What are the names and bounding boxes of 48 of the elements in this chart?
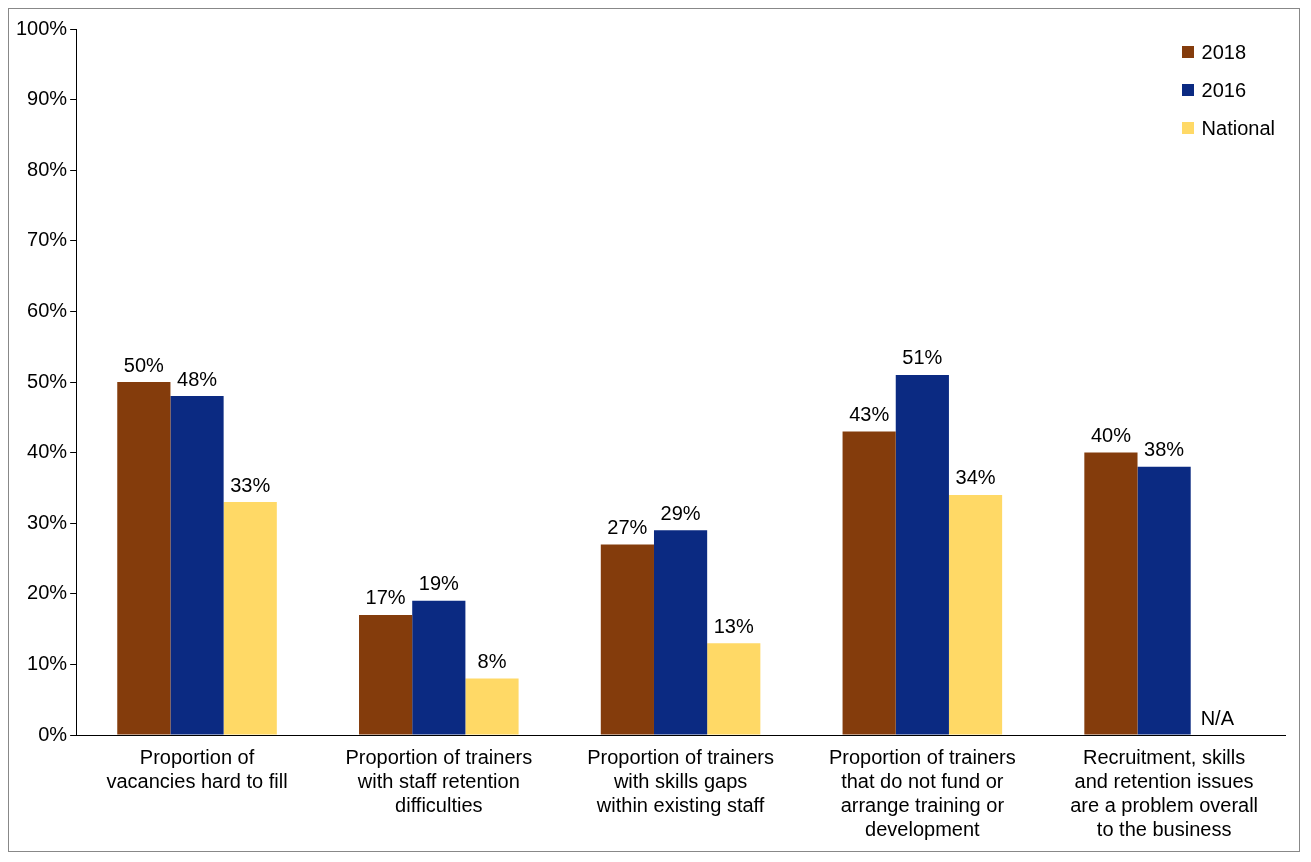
data-label: 8%: [477, 650, 507, 673]
bar: [223, 502, 277, 735]
legend-label: 2016: [1201, 78, 1247, 103]
y-tick-label: 60%: [27, 298, 68, 321]
y-tick-label: 90%: [27, 87, 68, 110]
x-tick-label: Proportion of trainers that do not fund or arrange training or development: [828, 745, 1016, 840]
x-tick-label: Recruitment, skills and retention issues are a problem overall to the business: [1070, 745, 1259, 840]
y-tick-label: 10%: [27, 651, 68, 674]
data-label: 27%: [607, 515, 648, 538]
bar: [1137, 466, 1191, 735]
data-label: 50%: [123, 353, 165, 376]
bar: [948, 494, 1003, 735]
text: N/A: [1200, 706, 1234, 729]
data-label: 51%: [902, 346, 943, 369]
y-tick-label: 40%: [27, 440, 68, 463]
bar: [707, 643, 761, 735]
y-tick-label: 20%: [27, 581, 68, 604]
y-tick-label: 70%: [27, 228, 68, 251]
y-tick-label: 30%: [27, 510, 68, 533]
x-tick-label: Proportion of trainers with staff retention difficulties: [345, 745, 533, 816]
data-label: 17%: [365, 586, 406, 609]
y-tick-label: 50%: [27, 369, 68, 392]
bar: [412, 600, 466, 735]
data-label: 19%: [418, 572, 460, 595]
bar: [359, 614, 413, 735]
bar: [653, 530, 708, 735]
y-tick-label: 100%: [16, 16, 68, 39]
bar: [1084, 452, 1138, 735]
legend-label: 2018: [1201, 40, 1247, 65]
data-label: 38%: [1144, 438, 1185, 461]
data-label: 40%: [1090, 424, 1132, 447]
bar: [117, 382, 171, 735]
bar: [895, 374, 949, 735]
bar: [465, 678, 519, 735]
x-tick-label: Proportion of trainers with skills gaps within existing staff: [587, 745, 774, 816]
bar: [600, 544, 654, 735]
bar: [842, 431, 896, 735]
data-label: 29%: [660, 501, 701, 524]
data-label: 13%: [713, 614, 754, 637]
x-tick-label: Proportion of vacancies hard to fill: [106, 745, 288, 792]
data-label: 43%: [849, 402, 890, 425]
legend-label: National: [1201, 116, 1275, 141]
data-label: 48%: [177, 367, 218, 390]
data-label: 33%: [230, 473, 271, 496]
y-tick-label: 80%: [27, 157, 68, 180]
bar: [170, 396, 224, 735]
y-tick-label: 0%: [38, 722, 68, 745]
data-label: 34%: [955, 466, 996, 489]
